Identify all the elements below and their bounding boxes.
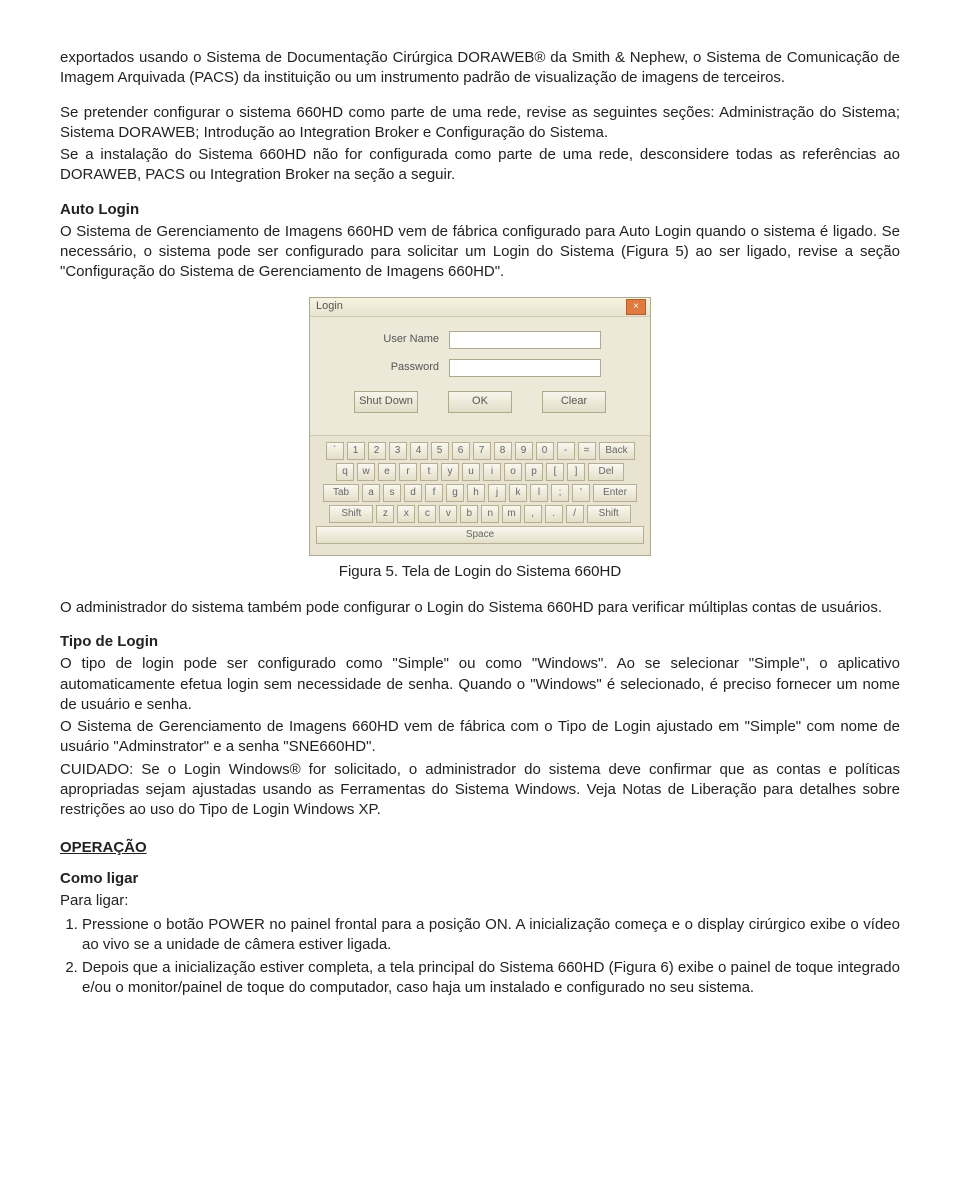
section-heading-autologin: Auto Login <box>60 200 900 220</box>
paragraph: CUIDADO: Se o Login Windows® for solicit… <box>60 760 900 821</box>
paragraph: O administrador do sistema também pode c… <box>60 598 900 618</box>
dialog-title: Login <box>316 299 343 314</box>
list-item: Pressione o botão POWER no painel fronta… <box>82 915 900 956</box>
password-field[interactable] <box>449 359 601 377</box>
key[interactable]: Shift <box>587 505 631 523</box>
paragraph: Se a instalação do Sistema 660HD não for… <box>60 145 900 186</box>
key[interactable]: 2 <box>368 442 386 460</box>
key-space[interactable]: Space <box>316 526 644 544</box>
paragraph: exportados usando o Sistema de Documenta… <box>60 48 900 89</box>
key[interactable]: 0 <box>536 442 554 460</box>
key[interactable]: o <box>504 463 522 481</box>
key[interactable]: j <box>488 484 506 502</box>
key[interactable]: 9 <box>515 442 533 460</box>
key[interactable]: x <box>397 505 415 523</box>
paragraph: Se pretender configurar o sistema 660HD … <box>60 103 900 144</box>
kb-row-4: Shiftzxcvbnm,./Shift <box>316 505 644 523</box>
key[interactable]: f <box>425 484 443 502</box>
key[interactable]: a <box>362 484 380 502</box>
key[interactable]: Back <box>599 442 635 460</box>
dialog-titlebar: Login × <box>310 298 650 317</box>
onscreen-keyboard: `1234567890-=Back qwertyuiop[]Del Tabasd… <box>310 435 650 555</box>
key[interactable]: ' <box>572 484 590 502</box>
key[interactable]: n <box>481 505 499 523</box>
paragraph: O tipo de login pode ser configurado com… <box>60 654 900 715</box>
key[interactable]: 7 <box>473 442 491 460</box>
key[interactable]: g <box>446 484 464 502</box>
username-field[interactable] <box>449 331 601 349</box>
key[interactable]: u <box>462 463 480 481</box>
key[interactable]: i <box>483 463 501 481</box>
section-heading-comoligar: Como ligar <box>60 869 900 889</box>
key[interactable]: h <box>467 484 485 502</box>
shutdown-button[interactable]: Shut Down <box>354 391 418 413</box>
key[interactable]: 8 <box>494 442 512 460</box>
key[interactable]: ; <box>551 484 569 502</box>
section-heading-operacao: OPERAÇÃO <box>60 838 900 858</box>
key[interactable]: y <box>441 463 459 481</box>
figure-login-dialog: Login × User Name Password Shut Down OK … <box>60 297 900 556</box>
key[interactable]: [ <box>546 463 564 481</box>
key[interactable]: Shift <box>329 505 373 523</box>
key[interactable]: l <box>530 484 548 502</box>
key[interactable]: / <box>566 505 584 523</box>
kb-row-1: `1234567890-=Back <box>316 442 644 460</box>
paragraph: O Sistema de Gerenciamento de Imagens 66… <box>60 717 900 758</box>
key[interactable]: p <box>525 463 543 481</box>
key[interactable]: c <box>418 505 436 523</box>
ok-button[interactable]: OK <box>448 391 512 413</box>
figure-caption: Figura 5. Tela de Login do Sistema 660HD <box>60 562 900 582</box>
key[interactable]: b <box>460 505 478 523</box>
key[interactable]: ` <box>326 442 344 460</box>
key[interactable]: 4 <box>410 442 428 460</box>
key[interactable]: Del <box>588 463 624 481</box>
steps-list: Pressione o botão POWER no painel fronta… <box>60 915 900 998</box>
key[interactable]: v <box>439 505 457 523</box>
key[interactable]: 1 <box>347 442 365 460</box>
key[interactable]: 3 <box>389 442 407 460</box>
password-label: Password <box>359 360 439 375</box>
key[interactable]: m <box>502 505 520 523</box>
key[interactable]: . <box>545 505 563 523</box>
kb-row-space: Space <box>316 526 644 544</box>
key[interactable]: Tab <box>323 484 359 502</box>
key[interactable]: ] <box>567 463 585 481</box>
close-icon[interactable]: × <box>626 299 646 315</box>
paragraph: O Sistema de Gerenciamento de Imagens 66… <box>60 222 900 283</box>
para-ligar-label: Para ligar: <box>60 891 900 911</box>
key[interactable]: t <box>420 463 438 481</box>
kb-row-2: qwertyuiop[]Del <box>316 463 644 481</box>
key[interactable]: k <box>509 484 527 502</box>
key[interactable]: w <box>357 463 375 481</box>
key[interactable]: d <box>404 484 422 502</box>
list-item: Depois que a inicialização estiver compl… <box>82 958 900 999</box>
key[interactable]: e <box>378 463 396 481</box>
kb-row-3: Tabasdfghjkl;'Enter <box>316 484 644 502</box>
key[interactable]: Enter <box>593 484 637 502</box>
key[interactable]: - <box>557 442 575 460</box>
clear-button[interactable]: Clear <box>542 391 606 413</box>
key[interactable]: 5 <box>431 442 449 460</box>
key[interactable]: q <box>336 463 354 481</box>
username-label: User Name <box>359 332 439 347</box>
key[interactable]: = <box>578 442 596 460</box>
key[interactable]: , <box>524 505 542 523</box>
section-heading-tipo: Tipo de Login <box>60 632 900 652</box>
key[interactable]: 6 <box>452 442 470 460</box>
key[interactable]: s <box>383 484 401 502</box>
key[interactable]: r <box>399 463 417 481</box>
login-dialog: Login × User Name Password Shut Down OK … <box>309 297 651 556</box>
key[interactable]: z <box>376 505 394 523</box>
